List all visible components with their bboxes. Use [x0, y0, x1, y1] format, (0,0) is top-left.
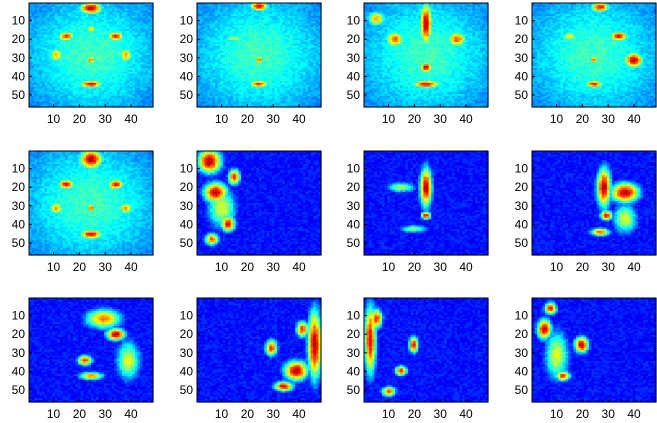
y-tick-label: 30: [12, 51, 26, 65]
y-tick-label: 50: [12, 88, 26, 102]
x-tick-label: 20: [73, 112, 87, 126]
heatmap-panel-1: 10 20 30 40 50 10 20 30 40: [12, 3, 154, 126]
y-tick-label: 40: [12, 69, 26, 83]
x-tick-label: 40: [124, 112, 138, 126]
y-tick-label: 10: [12, 14, 26, 28]
y-tick-label: 20: [12, 32, 26, 46]
x-tick-label: 30: [99, 112, 113, 126]
heatmap-panel-2: 102030405010 20 30 40: [180, 3, 322, 126]
x-tick-label: 10: [47, 112, 61, 126]
